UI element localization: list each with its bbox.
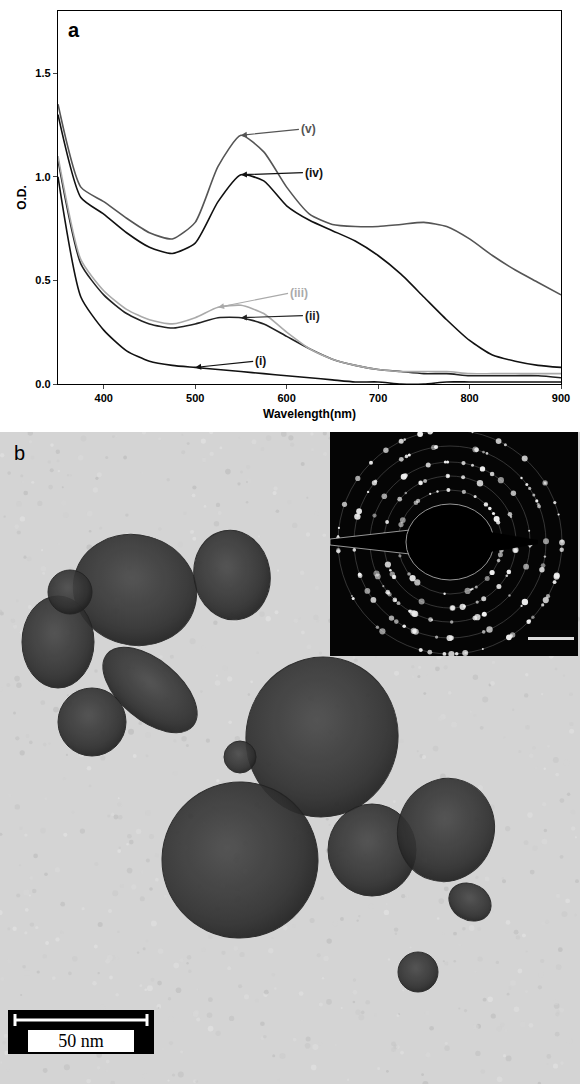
svg-text:600: 600	[277, 392, 295, 404]
svg-text:1.5: 1.5	[35, 67, 50, 79]
svg-text:700: 700	[369, 392, 387, 404]
svg-text:O.D.: O.D.	[15, 185, 29, 210]
svg-text:0.5: 0.5	[35, 274, 50, 286]
svg-text:b: b	[14, 442, 25, 464]
svg-text:(iii): (iii)	[290, 286, 308, 300]
svg-text:400: 400	[95, 392, 113, 404]
svg-text:Wavelength(nm): Wavelength(nm)	[263, 407, 356, 421]
svg-text:800: 800	[460, 392, 478, 404]
svg-text:(v): (v)	[301, 122, 316, 136]
svg-text:(i): (i)	[255, 354, 266, 368]
svg-text:a: a	[68, 19, 80, 41]
svg-text:0.0: 0.0	[35, 378, 50, 390]
svg-text:(iv): (iv)	[305, 166, 323, 180]
svg-text:50 nm: 50 nm	[58, 1031, 104, 1051]
svg-text:(ii): (ii)	[305, 309, 320, 323]
svg-text:900: 900	[552, 392, 570, 404]
svg-text:1.0: 1.0	[35, 171, 50, 183]
svg-text:500: 500	[186, 392, 204, 404]
